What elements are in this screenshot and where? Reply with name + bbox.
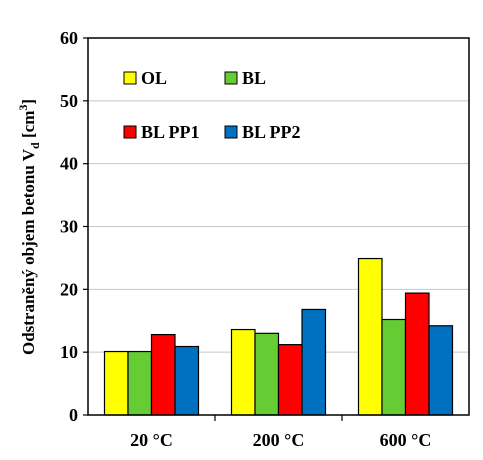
legend: OL BL BL PP1 BL PP2 xyxy=(123,68,301,142)
bar xyxy=(381,318,407,416)
legend-label: BL PP1 xyxy=(141,122,200,142)
y-axis: 0 10 20 30 40 50 60 xyxy=(60,28,88,425)
bar xyxy=(301,308,327,416)
legend-swatch xyxy=(123,125,137,139)
bar xyxy=(254,332,280,416)
y-axis-title: Odstraněný objem betonu Vd [cm3] xyxy=(16,99,42,355)
y-axis-title-main: Odstraněný objem betonu V xyxy=(19,148,38,355)
y-tick-label: 60 xyxy=(60,28,78,48)
x-category-label: 600 °C xyxy=(380,430,432,450)
legend-swatch xyxy=(224,71,238,85)
bars-layer xyxy=(103,257,454,416)
x-category-label: 200 °C xyxy=(253,430,305,450)
y-tick-label: 30 xyxy=(60,217,78,237)
bar xyxy=(150,333,176,416)
y-axis-title-unit: [cm xyxy=(19,111,38,143)
legend-label: OL xyxy=(141,68,167,88)
y-axis-title-sup: 3 xyxy=(16,105,30,111)
legend-label: BL xyxy=(242,68,266,88)
bar xyxy=(174,345,200,416)
bar xyxy=(103,350,129,416)
y-tick-label: 10 xyxy=(60,342,78,362)
y-axis-title-end: ] xyxy=(19,99,38,105)
legend-swatch xyxy=(224,125,238,139)
legend-label: BL PP2 xyxy=(242,122,301,142)
x-category-label: 20 °C xyxy=(130,430,173,450)
bar xyxy=(357,257,383,416)
legend-swatch xyxy=(123,71,137,85)
y-axis-title-sub: d xyxy=(28,142,42,149)
y-tick-label: 50 xyxy=(60,91,78,111)
bar xyxy=(230,328,256,416)
bar xyxy=(277,344,303,416)
bar xyxy=(404,292,430,416)
bar xyxy=(127,350,153,416)
y-tick-label: 0 xyxy=(69,405,78,425)
y-tick-label: 20 xyxy=(60,279,78,299)
bar xyxy=(428,325,454,416)
x-axis: 20 °C 200 °C 600 °C xyxy=(130,415,431,450)
y-tick-label: 40 xyxy=(60,154,78,174)
